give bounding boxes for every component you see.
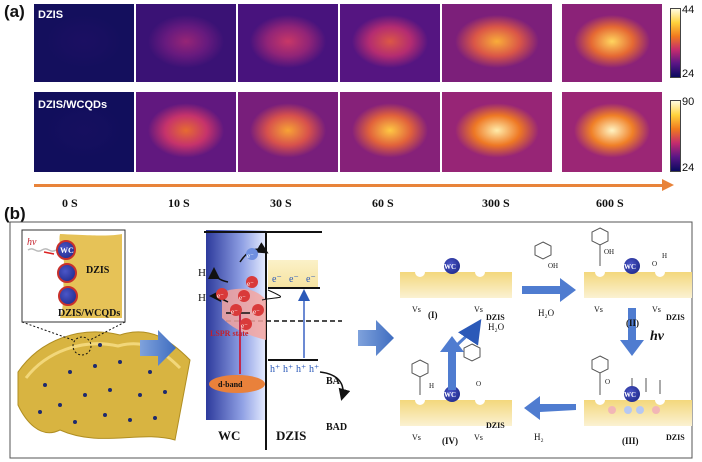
wc-electron-2: e⁻ (239, 294, 246, 302)
wc-electron-4: e⁻ (247, 280, 254, 288)
band-dzis-label: DZIS (276, 428, 306, 443)
thermal-image-r2-c5 (442, 92, 552, 172)
colorbar-top-max: 44 (682, 4, 695, 16)
vs-label-1: Vs (412, 305, 421, 314)
h-label-1: H (662, 252, 667, 260)
wc-electron-6: e⁻ (253, 308, 260, 316)
cycle-dzis-2: DZIS (666, 313, 685, 322)
band-diagram (204, 230, 351, 450)
cb-electron-3: e⁻ (306, 274, 316, 285)
time-label-1: 0 S (62, 196, 78, 210)
cycle-dzis-1: DZIS (486, 313, 505, 322)
time-arrow-line (34, 184, 664, 187)
flow-arrow-1 (140, 330, 176, 366)
step-iii-label: (III) (622, 436, 639, 446)
cycle-hv-label: hv (650, 329, 665, 344)
inset-box (21, 229, 126, 323)
time-label-5: 300 S (482, 196, 510, 210)
dband-label: d-band (218, 380, 243, 389)
cycle-wc-2: WC (624, 263, 636, 271)
bad-label: BAD (326, 422, 347, 433)
thermal-image-r2-c2 (136, 92, 236, 172)
cycle-slabs (400, 227, 692, 426)
h2o-label-2: H₂O (488, 322, 505, 332)
colorbar-bottom (670, 100, 681, 172)
cycle-wc-3: WC (444, 391, 456, 399)
lspr-label: LSPR state (210, 329, 249, 338)
panel-b-label: (b) (4, 204, 26, 223)
wc-electron-7: e⁻ (247, 252, 254, 260)
cycle-wc-4: WC (624, 391, 636, 399)
inset-hv-label: hv (27, 237, 37, 248)
thermal-image-r1-c3 (238, 4, 338, 82)
thermal-image-r2-c4 (340, 92, 440, 172)
thermal-image-r2-c6 (562, 92, 662, 172)
time-label-3: 30 S (270, 196, 292, 210)
vs-label-3: Vs (594, 305, 603, 314)
ba-label: BA (326, 376, 341, 387)
thermal-image-r2-c3 (238, 92, 338, 172)
inset-wc-label: WC (60, 246, 74, 255)
colorbar-bottom-max: 90 (682, 96, 695, 108)
inset-dzis-label: DZIS (86, 265, 110, 276)
cycle-wc-1: WC (444, 263, 456, 271)
time-label-4: 60 S (372, 196, 394, 210)
time-label-2: 10 S (168, 196, 190, 210)
cycle-dzis-3: DZIS (666, 433, 685, 442)
panel-a-label: (a) (4, 2, 25, 21)
row-label-dzis-wcqds: DZIS/WCQDs (38, 99, 108, 111)
oh-label-2: OH (604, 248, 614, 256)
wc-electron-1: e⁻ (217, 292, 224, 300)
band-wc-label: WC (218, 428, 240, 443)
h2-label: H₂ (534, 432, 544, 442)
cb-electron-2: e⁻ (289, 274, 299, 285)
o-label-3: O (476, 380, 481, 388)
vb-hole-4: h⁺ (309, 364, 319, 375)
thermal-image-r1-c4 (340, 4, 440, 82)
h2o-label-1: H₂O (538, 308, 555, 318)
thermal-image-r2-c1 (34, 92, 134, 172)
cb-electron-1: e⁻ (272, 274, 282, 285)
band-h-lower: H (198, 292, 206, 304)
wc-electron-5: e⁻ (241, 322, 248, 330)
colorbar-top (670, 8, 681, 78)
row-label-dzis: DZIS (38, 9, 64, 21)
step-iv-label: (IV) (442, 436, 458, 446)
h-label-2: H (429, 382, 434, 390)
vs-label-2: Vs (474, 305, 483, 314)
vb-hole-1: h⁺ (270, 364, 280, 375)
cycle-arrows (440, 278, 644, 420)
vb-hole-3: h⁺ (296, 364, 306, 375)
inset-caption: DZIS/WCQDs (58, 308, 120, 319)
flow-arrow-2 (358, 320, 394, 356)
colorbar-top-min: 24 (682, 68, 695, 80)
vb-hole-2: h⁺ (283, 364, 293, 375)
thermal-image-r1-c6 (562, 4, 662, 82)
thermal-image-r1-c2 (136, 4, 236, 82)
colorbar-bottom-min: 24 (682, 162, 695, 174)
o-label-1: O (652, 260, 657, 268)
thermal-image-r1-c5 (442, 4, 552, 82)
vs-label-6: Vs (474, 433, 483, 442)
time-arrow-head (662, 179, 674, 191)
vs-label-5: Vs (412, 433, 421, 442)
step-ii-label: (II) (626, 318, 639, 328)
thermal-image-r1-c1 (34, 4, 134, 82)
time-label-6: 600 S (596, 196, 624, 210)
cycle-dzis-4: DZIS (486, 421, 505, 430)
vs-label-4: Vs (652, 305, 661, 314)
band-h-upper: H (198, 267, 206, 279)
wc-electron-3: e⁻ (231, 308, 238, 316)
step-i-label: (I) (428, 310, 438, 320)
oh-label-1: OH (548, 262, 558, 270)
o-label-2: O (605, 378, 610, 386)
